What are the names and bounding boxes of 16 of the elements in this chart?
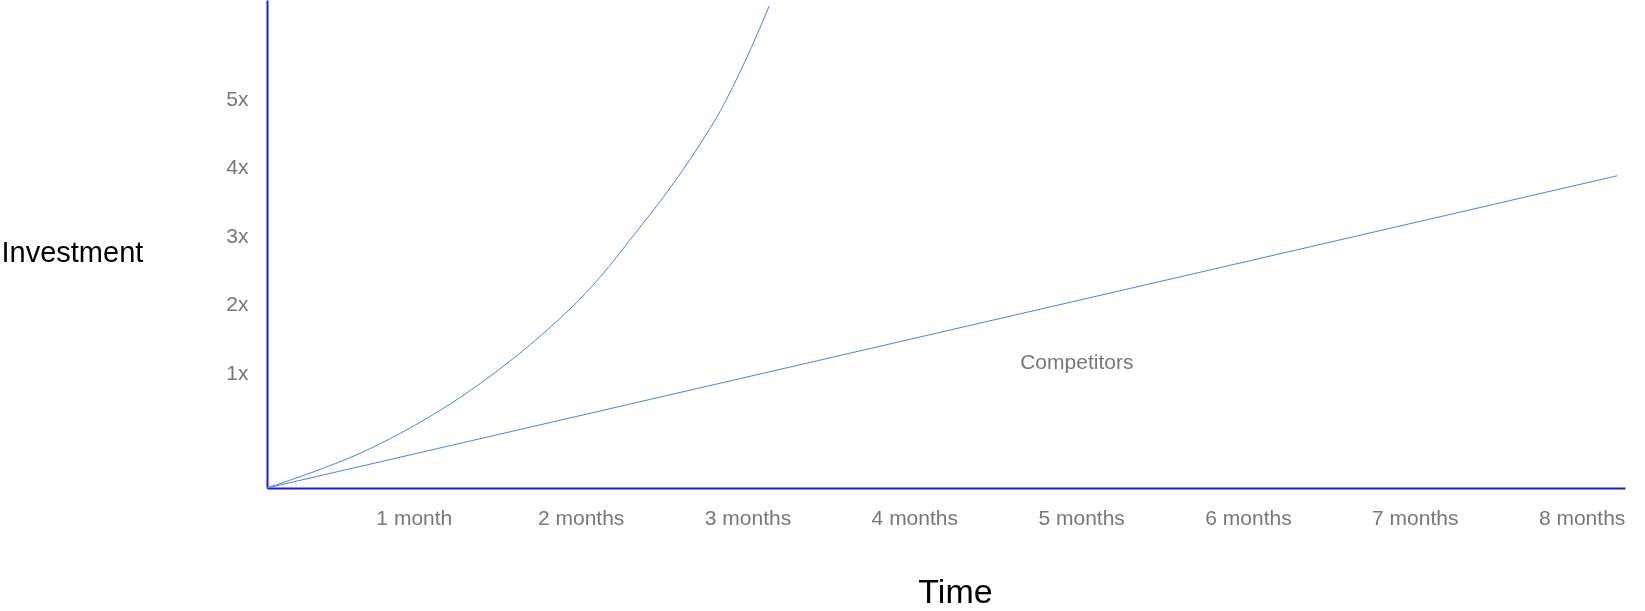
- y-tick-label: 3x: [226, 223, 249, 247]
- y-tick-label: 5x: [226, 86, 249, 110]
- y-tick-label: 4x: [226, 155, 249, 179]
- y-axis-title: Investment: [1, 235, 144, 268]
- x-axis-title: Time: [918, 571, 993, 610]
- x-tick-label: 2 months: [537, 505, 625, 529]
- y-tick-label: 2x: [226, 292, 249, 316]
- x-tick-label: 8 months: [1538, 505, 1626, 529]
- series-label: Competitors: [1020, 349, 1134, 373]
- x-tick-label: 5 months: [1038, 505, 1125, 529]
- x-tick-label: 6 months: [1205, 505, 1292, 529]
- y-tick-label: 1x: [226, 360, 249, 384]
- x-tick-label: 1 month: [376, 505, 453, 529]
- x-tick-label: 4 months: [871, 505, 958, 529]
- x-tick-label: 3 months: [704, 505, 792, 529]
- x-tick-label: 7 months: [1372, 505, 1459, 529]
